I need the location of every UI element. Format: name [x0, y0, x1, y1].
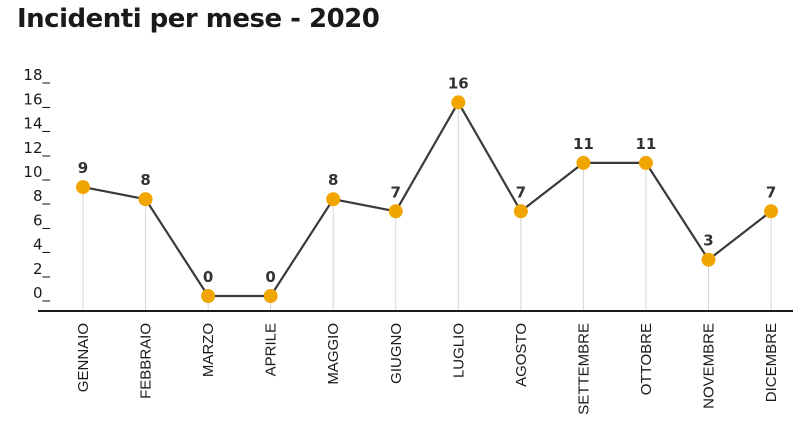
x-tick-label: FEBBRAIO: [138, 323, 155, 399]
data-point: [764, 204, 779, 219]
x-tick-label: AGOSTO: [513, 323, 530, 387]
drop-lines: [82, 102, 772, 311]
data-points: [76, 95, 779, 303]
x-tick-label: LUGLIO: [450, 323, 467, 378]
y-tick-label: 12_: [23, 139, 50, 158]
data-point: [701, 252, 716, 267]
y-tick-label: 6_: [33, 211, 51, 230]
data-labels: 9 8 0 0 8 7 16 7 11 11 3 7: [78, 74, 776, 286]
data-label: 16: [448, 74, 469, 92]
data-point: [76, 180, 90, 195]
y-axis-ticks: 0_ 2_ 4_ 6_ 8_ 10_ 12_ 14_ 16_ 18_: [23, 66, 50, 303]
data-label: 0: [203, 268, 213, 286]
data-point: [451, 95, 466, 110]
data-point: [388, 204, 403, 219]
data-label: 11: [636, 135, 657, 153]
data-label: 7: [516, 183, 526, 201]
data-label: 7: [391, 183, 401, 201]
data-label: 11: [573, 135, 594, 153]
y-tick-label: 0_: [33, 284, 51, 303]
y-tick-label: 10_: [23, 163, 50, 182]
y-tick-label: 4_: [33, 236, 51, 255]
y-tick-label: 8_: [33, 187, 51, 206]
data-label: 8: [328, 171, 338, 189]
x-tick-label: SETTEMBRE: [575, 323, 592, 415]
data-point: [263, 289, 278, 303]
data-label: 8: [140, 171, 150, 189]
data-point: [513, 204, 528, 219]
data-point: [138, 192, 153, 207]
data-point: [201, 289, 216, 303]
data-label: 9: [78, 159, 88, 177]
data-label: 7: [766, 183, 776, 201]
chart-title: Incidenti per mese - 2020: [17, 4, 380, 34]
x-tick-label: OTTOBRE: [638, 323, 655, 395]
y-tick-label: 16_: [23, 90, 50, 109]
x-axis-ticks: GENNAIO FEBBRAIO MARZO APRILE MAGGIO GIUGNO LU…: [75, 323, 780, 415]
x-tick-label: GENNAIO: [75, 323, 92, 392]
data-label: 0: [265, 268, 275, 286]
y-tick-label: 2_: [33, 260, 51, 279]
x-tick-label: MAGGIO: [325, 323, 342, 385]
y-tick-label: 14_: [23, 115, 50, 134]
data-point: [576, 155, 591, 170]
y-tick-label: 18_: [23, 66, 50, 85]
data-point: [638, 155, 653, 170]
x-tick-label: MARZO: [200, 323, 217, 377]
data-point: [326, 192, 341, 207]
series-line: [82, 101, 772, 298]
x-tick-label: NOVEMBRE: [701, 323, 718, 409]
data-label: 3: [703, 232, 713, 250]
x-tick-label: APRILE: [263, 323, 280, 376]
x-tick-label: GIUGNO: [388, 323, 405, 384]
x-tick-label: DICEMBRE: [763, 323, 780, 402]
